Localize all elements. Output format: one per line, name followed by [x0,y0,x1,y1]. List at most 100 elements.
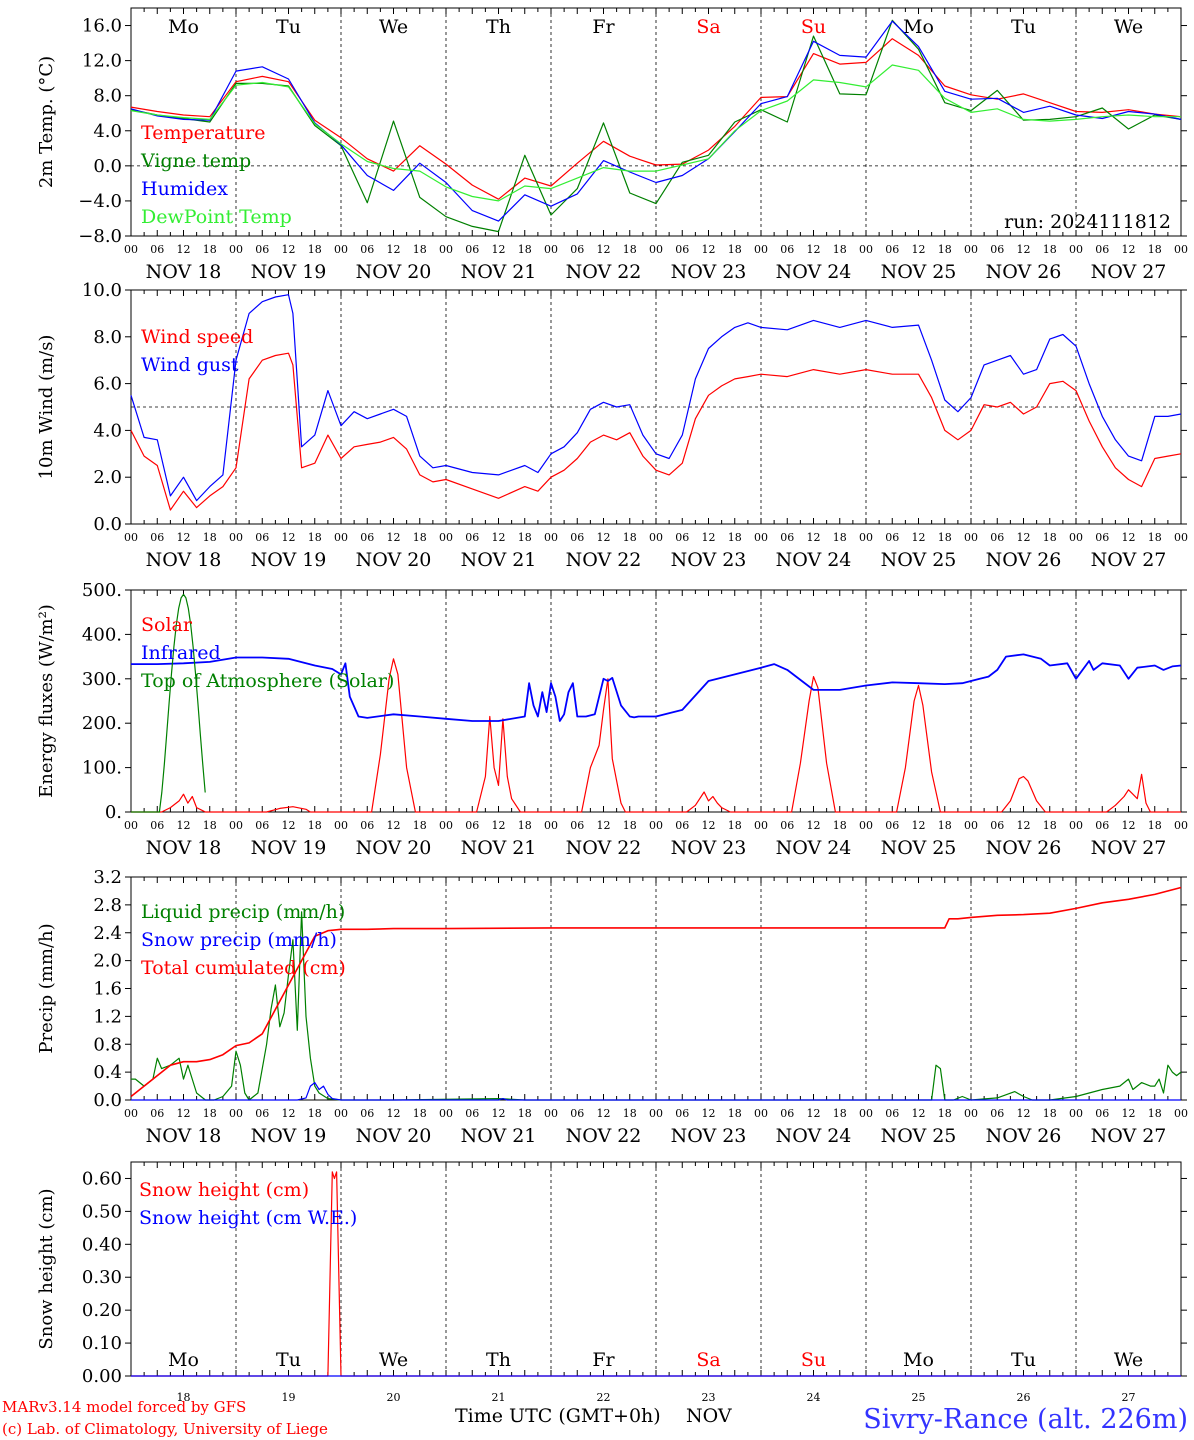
y-tick-label: 0.10 [82,1333,122,1354]
legend-entry: Wind gust [141,354,239,376]
hour-label: 00 [859,243,873,256]
y-tick-label: 2.0 [93,951,122,972]
hour-label: 00 [1174,243,1188,256]
date-label: NOV 25 [881,549,957,571]
hour-label: 06 [780,531,794,544]
chart-panel-1: 16.0 12.0 8.0 4.0 0.0 −4.0 −8.0 2m Temp. (°C) 00… [36,7,1188,283]
y-tick-label: 0.0 [93,156,122,177]
hour-label: 18 [728,1107,742,1120]
hour-label: 12 [912,243,926,256]
hour-label: 06 [360,819,374,832]
y-tick-label: 0.0 [93,1090,122,1111]
hour-label: 18 [413,243,427,256]
hour-label: 12 [492,1107,506,1120]
hour-label: 06 [990,243,1004,256]
weekday-label: We [1114,1349,1143,1371]
y-tick-label: 0.40 [82,1234,122,1255]
weekday-label: Tu [1011,1349,1036,1371]
hour-label: 00 [334,819,348,832]
date-label: NOV 18 [146,261,222,283]
hour-label: 06 [885,531,899,544]
hour-label: 06 [465,1107,479,1120]
hour-label: 06 [255,531,269,544]
location-label: Sivry-Rance (alt. 226m) [863,1404,1188,1435]
hour-label: 18 [413,531,427,544]
weekday-label: Tu [276,1349,301,1371]
hour-label: 12 [282,531,296,544]
series-line-4 [130,64,1181,202]
chart-panel-4: 3.2 2.8 2.4 2.0 1.6 1.2 0.8 0.4 0.0 Precip (mm/h)… [36,867,1188,1147]
credit-line-2: (c) Lab. of Climatology, University of L… [2,1420,328,1438]
date-label: NOV 25 [881,1125,957,1147]
hour-label: 06 [675,1107,689,1120]
hour-label: 00 [334,1107,348,1120]
hour-label: 18 [833,531,847,544]
hour-label: 12 [282,243,296,256]
hour-label: 06 [150,819,164,832]
day-number-label: 18 [177,1391,191,1404]
date-label: NOV 26 [986,1125,1062,1147]
date-label: NOV 20 [356,261,432,283]
day-number-label: 25 [912,1391,926,1404]
hour-label: 00 [649,1107,663,1120]
weekday-label: Fr [592,16,615,38]
hour-label: 06 [465,819,479,832]
hour-label: 06 [570,243,584,256]
hour-label: 06 [150,1107,164,1120]
hour-label: 18 [413,819,427,832]
series-line-1 [131,1171,1181,1377]
hour-label: 00 [649,243,663,256]
hour-label: 00 [649,819,663,832]
hour-label: 00 [1069,531,1083,544]
legend-entry: Top of Atmosphere (Solar) [141,670,394,692]
y-tick-label: 0. [105,802,122,823]
hour-label: 12 [702,819,716,832]
hour-label: 18 [203,819,217,832]
hour-label: 12 [492,243,506,256]
hour-label: 18 [308,243,322,256]
hour-label: 00 [649,531,663,544]
y-axis-label: Snow height (cm) [36,1188,57,1349]
chart-panel-5: 0.60 0.50 0.40 0.30 0.20 0.10 0.00 Snow height … [36,1161,1187,1404]
hour-label: 18 [938,243,952,256]
hour-label: 06 [990,1107,1004,1120]
y-axis-label: Energy fluxes (W/m²) [36,604,57,798]
hour-label: 12 [807,243,821,256]
hour-label: 00 [859,819,873,832]
hour-label: 00 [229,819,243,832]
legend-entry: Humidex [141,178,228,200]
hour-label: 12 [1122,819,1136,832]
weekday-label: Tu [276,16,301,38]
date-label: NOV 23 [671,837,747,859]
date-label: NOV 20 [356,549,432,571]
weekday-label: We [379,16,408,38]
hour-label: 12 [1017,819,1031,832]
hour-label: 18 [623,819,637,832]
date-label: NOV 21 [461,549,537,571]
date-label: NOV 26 [986,261,1062,283]
weekday-label: Sa [696,16,720,38]
legend-entry: Snow height (cm) [139,1179,309,1201]
y-tick-label: −4.0 [78,191,122,212]
date-label: NOV 21 [461,837,537,859]
hour-label: 06 [675,819,689,832]
hour-label: 00 [544,531,558,544]
hour-label: 12 [282,819,296,832]
y-tick-label: 10.0 [82,280,122,301]
hour-label: 00 [544,819,558,832]
legend-entry: Total cumulated (cm) [141,957,346,979]
day-number-label: 20 [387,1391,401,1404]
hour-label: 12 [1017,1107,1031,1120]
hour-label: 06 [885,1107,899,1120]
date-label: NOV 23 [671,549,747,571]
weekday-label: We [379,1349,408,1371]
hour-label: 00 [544,243,558,256]
hour-label: 06 [675,243,689,256]
hour-label: 18 [1043,819,1057,832]
date-label: NOV 27 [1091,1125,1167,1147]
hour-label: 18 [833,243,847,256]
y-tick-label: 0.60 [82,1168,122,1189]
weekday-label: Su [801,16,826,38]
y-tick-label: 300. [82,669,122,690]
hour-label: 00 [1069,243,1083,256]
